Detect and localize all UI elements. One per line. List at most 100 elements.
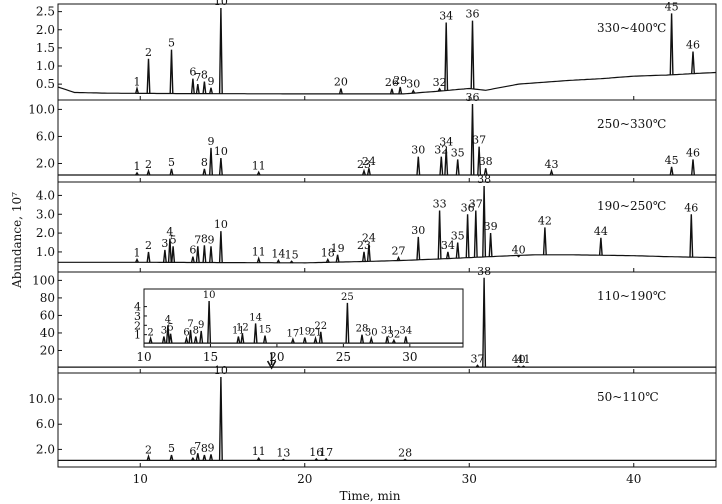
x-tick-label: 40: [626, 472, 641, 486]
y-tick-label: 2.0: [36, 442, 55, 456]
panel-3-peak-18: [325, 257, 330, 263]
inset-peak-label-34: 34: [399, 326, 412, 337]
inset-peak-label-5: 5: [167, 323, 173, 334]
panel-5-peak-label-5: 5: [168, 442, 175, 455]
inset-x-tick-label: 10: [136, 350, 151, 364]
panel-4-peak-label-40: 40: [512, 353, 526, 366]
panel-2-peak-label-11: 11: [252, 159, 266, 172]
panel-1-peak-label-10: 10: [214, 0, 228, 8]
panel-1-peak-9: [209, 87, 213, 94]
panel-3-peak-15: [289, 260, 294, 264]
y-axis-label: Abundance, 10⁷: [10, 192, 24, 289]
panel-2-peak-2: [146, 168, 151, 176]
inset-peak-label-3: 3: [161, 326, 167, 337]
panel-1-peak-5: [169, 49, 174, 94]
inset-peak-8: [193, 336, 198, 344]
panel-3-peak-label-36: 36: [461, 201, 475, 214]
inset-peak-32: [391, 338, 396, 344]
panel-4-peak-38: [482, 277, 487, 368]
inset-y-tick-label: 2: [134, 319, 141, 332]
x-axis-label: Time, min: [340, 489, 401, 503]
panel-1-peak-label-8: 8: [201, 69, 208, 82]
panel-3-peak-36: [465, 214, 470, 258]
panel-3-peak-label-33: 33: [433, 198, 447, 211]
panel-1-peak-label-5: 5: [168, 37, 175, 50]
panel-2-peak-label-30: 30: [411, 144, 425, 157]
y-tick-label: 2.5: [36, 5, 55, 19]
panel-2-peak-9: [209, 147, 213, 176]
panel-3-peak-label-46: 46: [684, 201, 698, 214]
panel-1-peak-label-2: 2: [145, 46, 152, 59]
panel-2-peak-24: [366, 168, 371, 176]
panel-3-peak-1: [135, 257, 139, 263]
panel-temperature-label: 50~110℃: [597, 390, 659, 404]
panel-1-peak-label-32: 32: [433, 76, 447, 89]
panel-4-peak-37: [475, 364, 480, 368]
panel-3-peak-14: [276, 258, 281, 264]
panel-3-peak-label-14: 14: [271, 247, 285, 260]
y-tick-label: 40: [40, 326, 55, 340]
inset-y-tick-label: 4: [134, 301, 141, 314]
panel-1-peak-label-46: 46: [686, 39, 700, 52]
panel-1-peak-2: [146, 58, 151, 94]
panel-1-peak-36: [470, 20, 475, 89]
inset-peak-30: [369, 335, 374, 344]
inset-peak-label-22: 22: [314, 321, 327, 332]
inset-peak-6: [184, 335, 189, 344]
inset-peak-label-31: 31: [381, 326, 394, 337]
panel-2-peak-label-8: 8: [201, 156, 208, 169]
inset-peak-31: [385, 336, 390, 344]
panel-5-peak-6: [190, 456, 195, 461]
panel-1-peak-label-7: 7: [194, 71, 201, 84]
panel-2-peak-45: [669, 166, 674, 176]
inset-peak-label-21: 21: [309, 327, 322, 338]
x-tick-label: 20: [297, 472, 312, 486]
y-tick-label: 0.5: [36, 77, 55, 91]
panel-2-peak-43: [549, 168, 554, 176]
panel-5-peak-label-13: 13: [276, 447, 290, 460]
inset-peak-label-15: 15: [259, 325, 272, 336]
panel-3-peak-35: [455, 242, 460, 259]
panel-3-peak-label-35: 35: [451, 230, 465, 243]
panel-2-peak-37: [477, 146, 482, 176]
panel-1-peak-30: [411, 89, 416, 94]
panel-1-peak-7: [195, 84, 200, 94]
panel-5-peak-label-17: 17: [319, 446, 333, 459]
inset-peak-label-32: 32: [388, 329, 401, 340]
inset-peak-34: [403, 336, 408, 344]
inset-peak-label-7: 7: [187, 319, 193, 330]
panel-1-peak-label-36: 36: [466, 8, 480, 21]
panel-3-peak-label-2: 2: [145, 239, 152, 252]
panel-5-peak-label-9: 9: [208, 441, 215, 454]
panel-3-peak-9: [209, 246, 213, 263]
inset-peak-label-4: 4: [165, 314, 171, 325]
panel-3-peak-30: [416, 236, 421, 260]
panel-2-peak-23: [362, 168, 366, 176]
panel-1-peak-label-29: 29: [393, 74, 407, 87]
panel-frame: [57, 372, 717, 468]
panel-3-peak-19: [335, 254, 340, 263]
panel-2-peak-label-2: 2: [145, 158, 152, 171]
inset-peak-label-10: 10: [203, 290, 216, 301]
y-tick-label: 10.0: [28, 102, 55, 116]
inset-peak-label-6: 6: [183, 327, 189, 338]
inset-peak-7: [188, 329, 193, 344]
panel-3-peak-label-24: 24: [362, 231, 376, 244]
panel-3-peak-27: [396, 255, 401, 261]
panel-3-peak-label-11: 11: [252, 246, 266, 259]
inset-peak-12: [240, 333, 245, 344]
panel-1-peak-20: [338, 88, 343, 95]
panel-3-peak-24: [366, 244, 371, 262]
panel-3-peak-label-8: 8: [201, 232, 208, 245]
panel-3-peak-label-19: 19: [331, 242, 345, 255]
y-tick-label: 6.0: [36, 129, 55, 143]
panel-3-peak-5: [171, 246, 176, 263]
panel-3-peak-label-27: 27: [392, 245, 406, 258]
panel-5-peak-17: [324, 457, 328, 461]
panel-frame: [57, 181, 717, 273]
panel-5-peak-label-6: 6: [189, 445, 196, 458]
panel-temperature-label: 330~400℃: [597, 21, 666, 35]
panel-5-peak-16: [314, 457, 319, 461]
